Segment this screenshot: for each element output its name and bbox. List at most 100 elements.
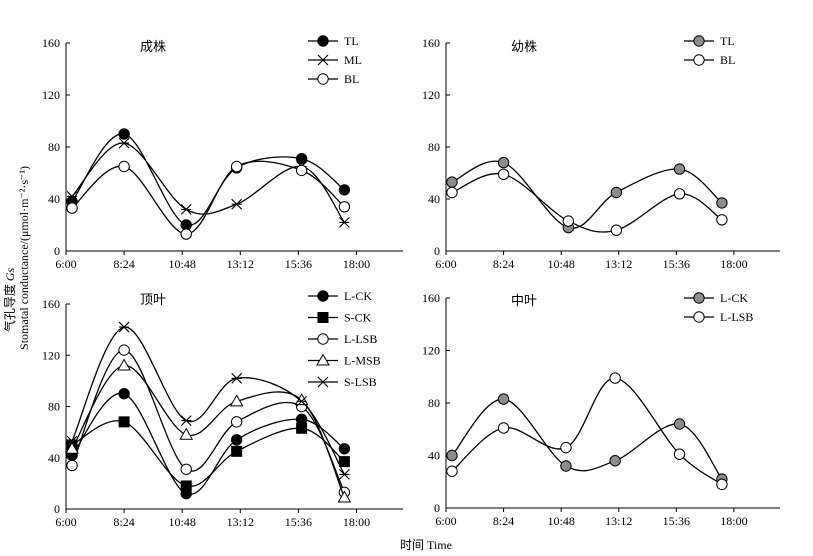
y-tick-label: 80	[48, 140, 60, 154]
x-tick-label: 10:48	[169, 515, 196, 529]
x-tick-label: 6:00	[55, 257, 76, 271]
legend-item: L-LSB	[308, 332, 377, 346]
data-point	[65, 441, 79, 454]
data-point	[296, 422, 308, 434]
panels: 0 40 80 120 160 6:00 8:24 10:48 13:12 15:36 18:00 成…	[42, 34, 780, 529]
legend-marker	[317, 376, 329, 388]
legend-label: S-CK	[344, 311, 372, 325]
data-point	[338, 201, 351, 213]
data-point	[118, 387, 130, 400]
panel-title: 顶叶	[140, 292, 166, 307]
data-point	[118, 321, 130, 333]
series-s-lsb	[66, 321, 350, 480]
x-tick-label: 15:36	[663, 257, 690, 271]
y-tick-label: 120	[42, 348, 60, 362]
panel-title: 成株	[140, 39, 166, 54]
legend: L-CK L-LSB	[684, 291, 753, 324]
series-l-lsb	[446, 372, 728, 491]
y-tick-label: 40	[428, 449, 440, 463]
data-point	[118, 416, 130, 428]
data-point	[609, 455, 621, 467]
data-point	[560, 460, 572, 472]
x-tick-label: 6:00	[55, 515, 76, 529]
legend-marker	[693, 292, 705, 304]
data-point	[118, 128, 130, 140]
data-point	[231, 372, 243, 384]
y-tick-label: 120	[422, 88, 440, 102]
y-tick-label: 160	[42, 297, 60, 311]
legend-label: TL	[344, 34, 359, 48]
legend: TL BL	[684, 34, 735, 67]
series-l-lsb	[66, 344, 351, 499]
data-point	[497, 156, 510, 169]
legend-label: L-MSB	[344, 354, 381, 368]
panel-title: 幼株	[511, 39, 537, 54]
y-tick-label: 160	[422, 36, 440, 50]
series-tl	[66, 128, 351, 231]
data-point	[295, 153, 308, 165]
series-line	[451, 172, 723, 233]
data-point	[66, 435, 78, 447]
data-point	[673, 188, 686, 200]
legend: L-CK S-CK L-LSB L-MSB S-LSB	[308, 289, 381, 389]
legend-item: TL	[684, 34, 735, 48]
legend-label: L-LSB	[344, 332, 377, 346]
y-tick-label: 40	[48, 451, 60, 465]
x-tick-label: 8:24	[493, 514, 514, 528]
y-tick-label: 40	[428, 192, 440, 206]
legend-marker	[317, 73, 329, 85]
data-point	[673, 448, 686, 460]
data-point	[562, 215, 575, 227]
data-point	[446, 176, 458, 188]
legend-marker	[317, 333, 329, 345]
data-point	[66, 459, 78, 472]
data-point	[610, 224, 623, 236]
data-point	[179, 427, 194, 440]
y-axis-label-var: Gs	[3, 267, 17, 281]
legend-item: ML	[308, 53, 362, 67]
y-tick-label: 0	[434, 501, 440, 515]
data-point	[610, 186, 623, 199]
series-bl	[66, 160, 351, 240]
data-point	[118, 160, 130, 173]
data-point	[497, 422, 510, 434]
legend-item: S-CK	[308, 311, 372, 325]
legend-marker	[317, 54, 329, 66]
data-point	[230, 416, 243, 428]
panel-2: 0 40 80 120 160 6:00 8:24 10:48 13:12 15:36 18:00 幼…	[422, 34, 780, 271]
data-point	[338, 184, 351, 196]
x-tick-label: 15:36	[285, 515, 312, 529]
x-tick-label: 18:00	[343, 257, 370, 271]
data-point	[609, 372, 621, 384]
x-tick-label: 10:48	[547, 514, 574, 528]
legend-marker	[693, 35, 705, 47]
data-point	[497, 168, 510, 181]
y-tick-label: 80	[428, 140, 440, 154]
panel-4: 0 40 80 120 160 6:00 8:24 10:48 13:12 15:36 18:00 中…	[422, 291, 780, 528]
y-tick-label: 0	[54, 244, 60, 258]
legend-marker	[317, 312, 329, 323]
x-tick-label: 15:36	[663, 514, 690, 528]
data-point	[180, 480, 192, 492]
legend-marker	[317, 35, 329, 47]
y-tick-label: 40	[48, 192, 60, 206]
x-tick-label: 8:24	[493, 257, 514, 271]
data-point	[295, 164, 308, 177]
legend-label: BL	[344, 72, 359, 86]
legend-item: BL	[684, 53, 735, 67]
x-tick-label: 10:48	[547, 257, 574, 271]
x-tick-label: 13:12	[605, 257, 632, 271]
y-axis-label-cn: 气孔导度	[2, 284, 17, 332]
legend-label: L-CK	[344, 289, 372, 303]
data-point	[230, 160, 243, 173]
x-tick-label: 18:00	[720, 514, 747, 528]
data-point	[180, 204, 192, 215]
y-tick-label: 0	[54, 502, 60, 516]
data-point	[294, 393, 309, 406]
y-tick-label: 160	[42, 36, 60, 50]
data-point	[66, 191, 78, 202]
data-point	[339, 217, 350, 228]
y-tick-label: 160	[422, 291, 440, 305]
data-point	[716, 478, 728, 491]
